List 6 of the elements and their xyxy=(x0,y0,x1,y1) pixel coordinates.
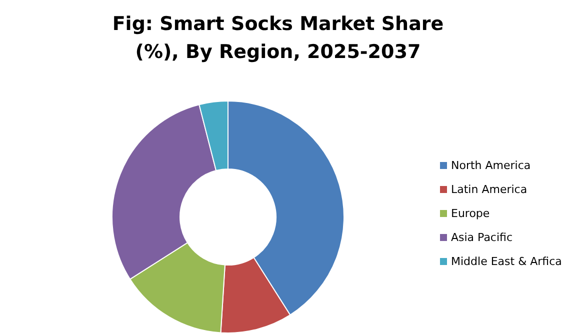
legend-label: North America xyxy=(451,158,531,172)
legend-label: Latin America xyxy=(451,182,528,196)
legend-label: Asia Pacific xyxy=(451,230,513,244)
legend-label: Middle East & Arfica xyxy=(451,254,562,268)
legend-label: Europe xyxy=(451,206,490,220)
chart-title: Fig: Smart Socks Market Share (%), By Region, 2025-2037 xyxy=(111,12,445,65)
